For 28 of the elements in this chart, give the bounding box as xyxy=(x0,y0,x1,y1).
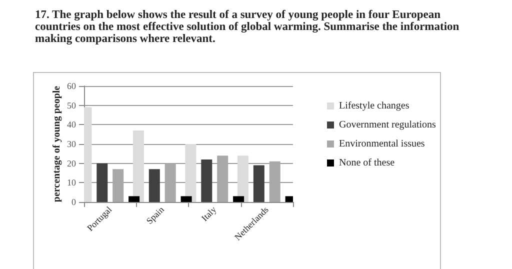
legend-label: Lifestyle changes xyxy=(339,100,410,112)
legend-label: Government regulations xyxy=(339,120,436,130)
y-axis-title: percentage of young people xyxy=(52,85,62,202)
bar xyxy=(148,169,160,202)
x-tick-label: Italy xyxy=(199,204,219,224)
bar xyxy=(132,130,144,202)
bar xyxy=(180,196,192,202)
y-tick-label: 20 xyxy=(67,158,76,168)
bar xyxy=(233,196,244,202)
bar xyxy=(237,156,248,202)
y-tick-label: 10 xyxy=(67,178,76,188)
bar xyxy=(185,144,196,202)
bar xyxy=(253,165,264,202)
bar xyxy=(96,163,108,202)
y-tick-label: 50 xyxy=(67,100,76,110)
bar xyxy=(128,196,140,202)
legend-label: None of these xyxy=(339,158,396,168)
y-tick-label: 40 xyxy=(67,120,76,130)
y-tick-label: 60 xyxy=(67,81,76,91)
bar xyxy=(164,163,176,202)
chart-title: 17. The graph below shows the result of a survey of young people in four European countries on the most effective solution of global warming. Summarise the information making comparisons where relevant. xyxy=(35,9,462,45)
bar xyxy=(217,156,228,202)
bar xyxy=(201,159,212,202)
y-tick-label: 30 xyxy=(67,139,76,149)
bar xyxy=(269,161,280,202)
bar xyxy=(112,169,124,202)
legend-label: Environmental issues xyxy=(339,138,425,150)
y-tick-label: 0 xyxy=(72,197,76,207)
